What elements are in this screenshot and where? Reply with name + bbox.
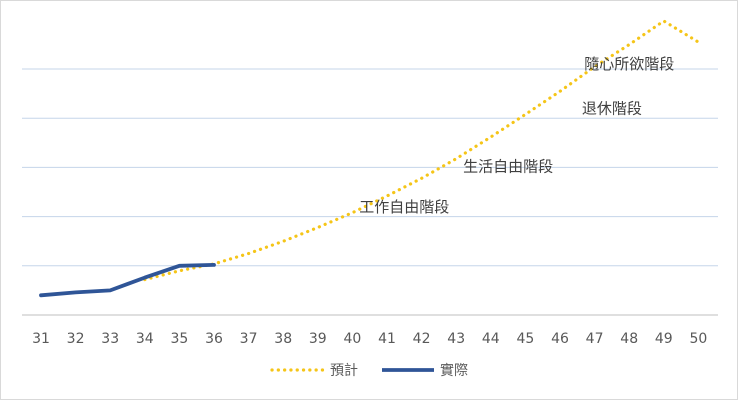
x-tick-label: 50 bbox=[689, 331, 707, 347]
x-tick-label: 31 bbox=[32, 331, 50, 347]
x-tick-label: 41 bbox=[378, 331, 396, 347]
stage-annotation: 隨心所欲階段 bbox=[584, 55, 674, 73]
series-lines bbox=[39, 19, 701, 298]
stage-annotation: 生活自由階段 bbox=[463, 157, 553, 175]
x-tick-label: 46 bbox=[551, 331, 569, 347]
x-tick-label: 38 bbox=[274, 331, 292, 347]
x-tick-label: 48 bbox=[620, 331, 638, 347]
x-tick-label: 34 bbox=[136, 331, 154, 347]
x-tick-label: 32 bbox=[67, 331, 85, 347]
x-tick-label: 44 bbox=[482, 331, 500, 347]
stage-annotation: 退休階段 bbox=[582, 99, 642, 117]
series-line-2 bbox=[39, 262, 216, 298]
x-tick-label: 33 bbox=[101, 331, 119, 347]
stage-annotation: 工作自由階段 bbox=[359, 198, 449, 216]
legend-label: 實際 bbox=[440, 362, 468, 379]
x-tick-label: 36 bbox=[205, 331, 223, 347]
x-tick-label: 39 bbox=[309, 331, 327, 347]
gridlines bbox=[22, 68, 718, 316]
x-tick-label: 43 bbox=[447, 331, 465, 347]
x-tick-label: 45 bbox=[516, 331, 534, 347]
x-tick-label: 49 bbox=[655, 331, 673, 347]
legend-label: 預計 bbox=[330, 363, 358, 379]
series-line-1 bbox=[143, 19, 701, 282]
x-tick-label: 47 bbox=[586, 331, 604, 347]
stage-annotations: 工作自由階段 生活自由階段 退休階段 隨心所欲階段 bbox=[359, 55, 674, 216]
x-tick-label: 40 bbox=[343, 331, 361, 347]
x-tick-label: 37 bbox=[240, 331, 258, 347]
x-tick-label: 42 bbox=[413, 331, 431, 347]
legend: 預計 實際 bbox=[270, 362, 468, 379]
x-tick-label: 35 bbox=[170, 331, 188, 347]
x-axis-tick-labels: 31 32 33 34 35 36 37 38 39 40 41 42 43 44 45 46 47 48 49 50 bbox=[32, 331, 707, 347]
